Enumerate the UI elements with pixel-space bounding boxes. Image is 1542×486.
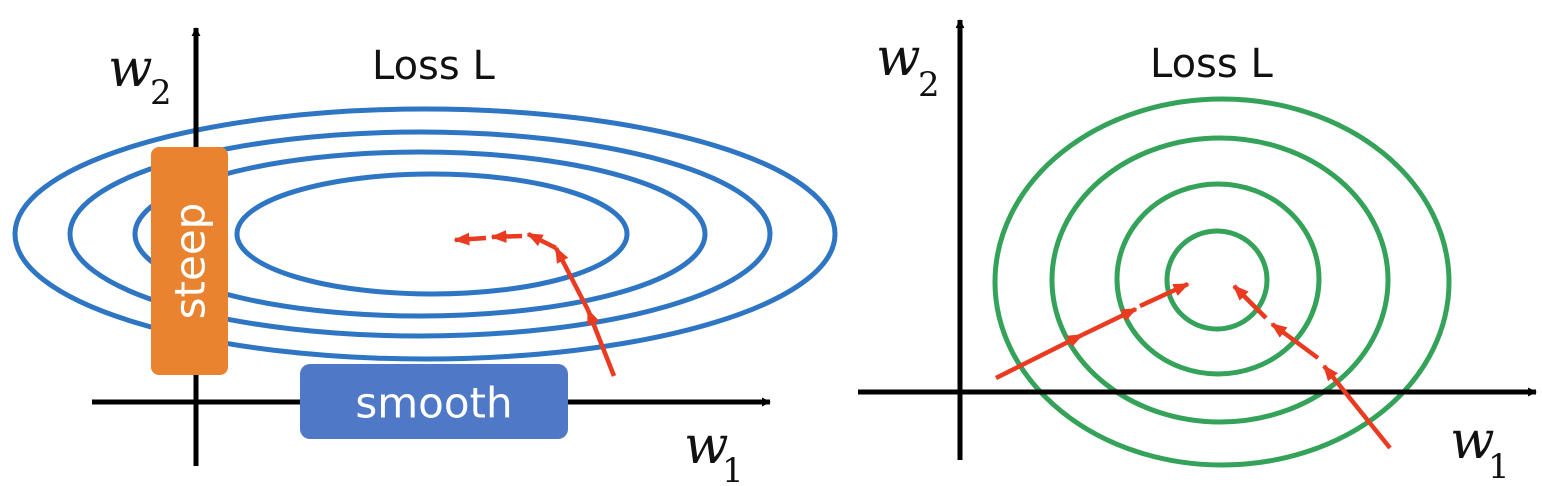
right-contours bbox=[992, 96, 1452, 468]
right-path-from-bottom bbox=[1232, 284, 1392, 450]
right-path-b-step-3 bbox=[1232, 284, 1268, 320]
right-path-a-step-2 bbox=[1081, 306, 1138, 338]
smooth-label: smooth bbox=[355, 379, 512, 428]
left-contour-1 bbox=[12, 106, 838, 362]
right-path-from-left bbox=[994, 281, 1190, 381]
steep-label: steep bbox=[166, 203, 215, 320]
left-contours bbox=[12, 106, 838, 362]
steep-box: steep bbox=[151, 147, 228, 375]
left-contour-4 bbox=[234, 171, 630, 297]
right-contour-4 bbox=[1164, 228, 1270, 332]
left-path-step-1 bbox=[585, 308, 617, 377]
left-contour-3 bbox=[132, 149, 708, 319]
right-path-b-step-2 bbox=[1270, 322, 1320, 360]
right-path-b-step-1 bbox=[1322, 364, 1392, 450]
left-x-axis-label: w 1 bbox=[684, 416, 744, 486]
right-panel: Loss L w 2 w 1 bbox=[858, 19, 1537, 486]
right-path-a-step-3 bbox=[1139, 281, 1190, 309]
right-path-a-step-1 bbox=[994, 332, 1084, 381]
left-contour-2 bbox=[67, 129, 773, 339]
left-optimization-path bbox=[453, 230, 617, 377]
right-contour-3 bbox=[1114, 181, 1322, 377]
left-panel: steep smooth Loss L w 2 w 1 bbox=[12, 27, 838, 486]
right-y-axis-symbol: w bbox=[876, 28, 921, 88]
left-path-step-2 bbox=[554, 246, 590, 312]
steep-box-bg bbox=[151, 147, 228, 375]
smooth-box: smooth bbox=[300, 364, 568, 439]
right-y-axis-subscript: 2 bbox=[918, 65, 940, 105]
smooth-box-bg bbox=[300, 364, 568, 439]
left-y-axis-label: w 2 bbox=[108, 39, 172, 113]
right-x-axis-symbol: w bbox=[1450, 411, 1495, 471]
left-title: Loss L bbox=[372, 43, 495, 89]
right-x-axis-subscript: 1 bbox=[1488, 447, 1510, 486]
right-contour-1 bbox=[992, 96, 1452, 468]
right-contour-2 bbox=[1049, 135, 1391, 425]
left-path-step-3 bbox=[526, 231, 558, 251]
left-x-axis-symbol: w bbox=[684, 416, 729, 476]
left-y-axis-subscript: 2 bbox=[150, 73, 172, 113]
right-title: Loss L bbox=[1150, 41, 1273, 87]
right-x-axis-label: w 1 bbox=[1450, 411, 1510, 486]
left-path-step-5 bbox=[453, 232, 487, 246]
left-x-axis-subscript: 1 bbox=[722, 451, 744, 486]
left-y-axis-symbol: w bbox=[108, 39, 153, 99]
left-path-step-4 bbox=[490, 230, 523, 243]
right-y-axis-label: w 2 bbox=[876, 28, 940, 105]
